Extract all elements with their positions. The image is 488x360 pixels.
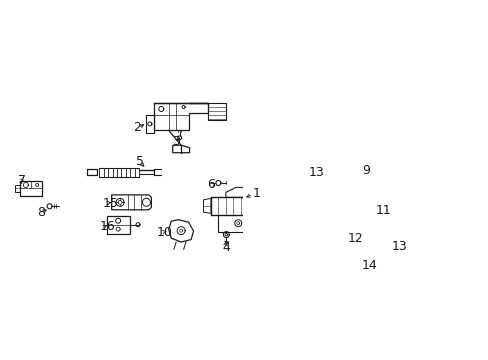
Text: 1: 1 xyxy=(253,187,261,200)
Text: 9: 9 xyxy=(362,163,369,176)
Text: 12: 12 xyxy=(346,231,363,244)
Text: 4: 4 xyxy=(222,240,230,253)
Text: 14: 14 xyxy=(361,259,376,273)
Text: 15: 15 xyxy=(102,197,118,210)
Text: 11: 11 xyxy=(375,204,391,217)
Text: 8: 8 xyxy=(37,206,45,219)
Text: 3: 3 xyxy=(171,135,179,148)
Text: 13: 13 xyxy=(308,166,324,179)
Text: 2: 2 xyxy=(133,121,141,134)
Text: 13: 13 xyxy=(391,239,407,252)
Text: 16: 16 xyxy=(99,220,115,233)
Text: 6: 6 xyxy=(207,179,215,192)
Text: 10: 10 xyxy=(157,226,172,239)
Text: 7: 7 xyxy=(18,174,26,186)
Text: 5: 5 xyxy=(136,155,144,168)
